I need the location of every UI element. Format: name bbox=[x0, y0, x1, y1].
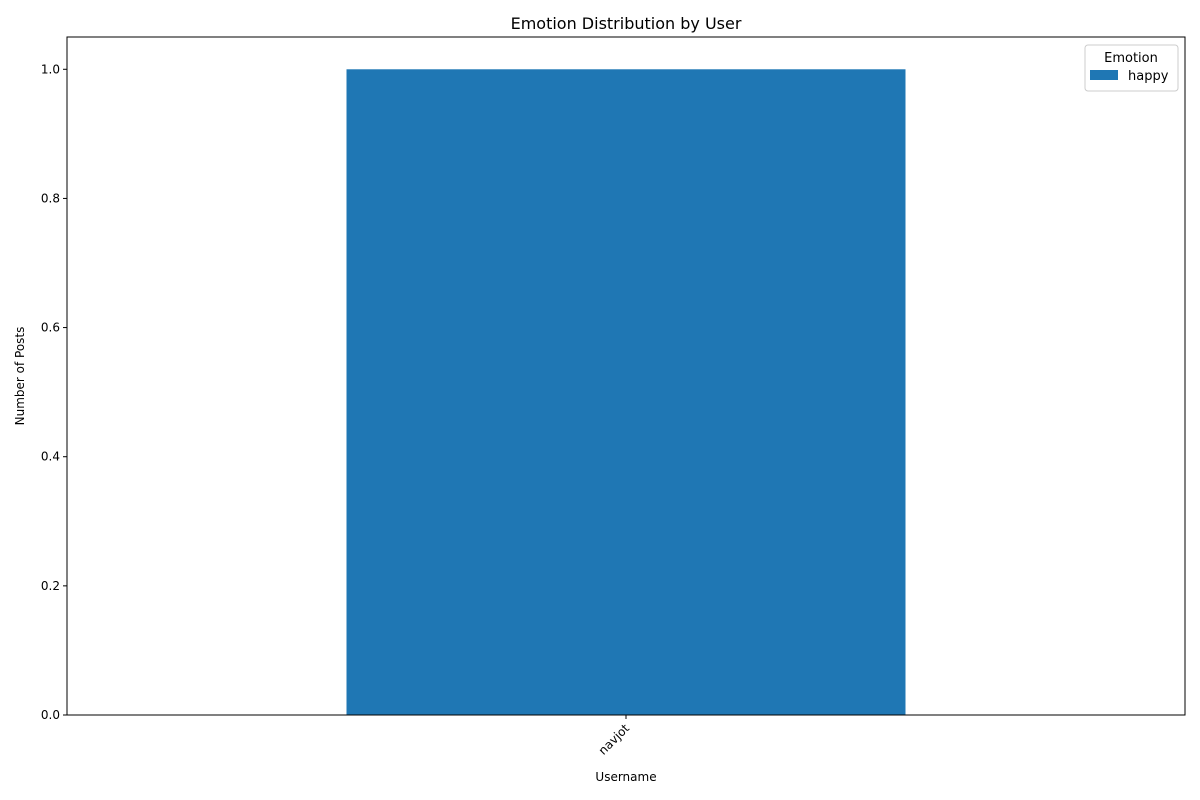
y-tick-label: 0.6 bbox=[41, 321, 60, 335]
y-tick-label: 0.4 bbox=[41, 450, 60, 464]
legend-label-happy: happy bbox=[1128, 69, 1169, 84]
y-axis-label: Number of Posts bbox=[13, 327, 27, 426]
y-axis-ticks: 0.0 0.2 0.4 0.6 0.8 1.0 bbox=[41, 62, 67, 722]
y-tick-label: 1.0 bbox=[41, 62, 60, 76]
x-axis-label: Username bbox=[595, 770, 656, 784]
y-tick-label: 0.8 bbox=[41, 191, 60, 205]
legend-title: Emotion bbox=[1104, 51, 1158, 66]
plot-area bbox=[66, 36, 1186, 716]
legend-items: happy bbox=[1090, 69, 1169, 84]
bars bbox=[346, 69, 906, 716]
bar-happy-navjot bbox=[346, 69, 906, 716]
y-tick-label: 0.0 bbox=[41, 708, 60, 722]
legend: Emotion happy bbox=[1084, 44, 1179, 92]
legend-swatch-happy bbox=[1090, 70, 1118, 80]
chart-title: Emotion Distribution by User bbox=[511, 14, 742, 33]
y-tick-label: 0.2 bbox=[41, 579, 60, 593]
